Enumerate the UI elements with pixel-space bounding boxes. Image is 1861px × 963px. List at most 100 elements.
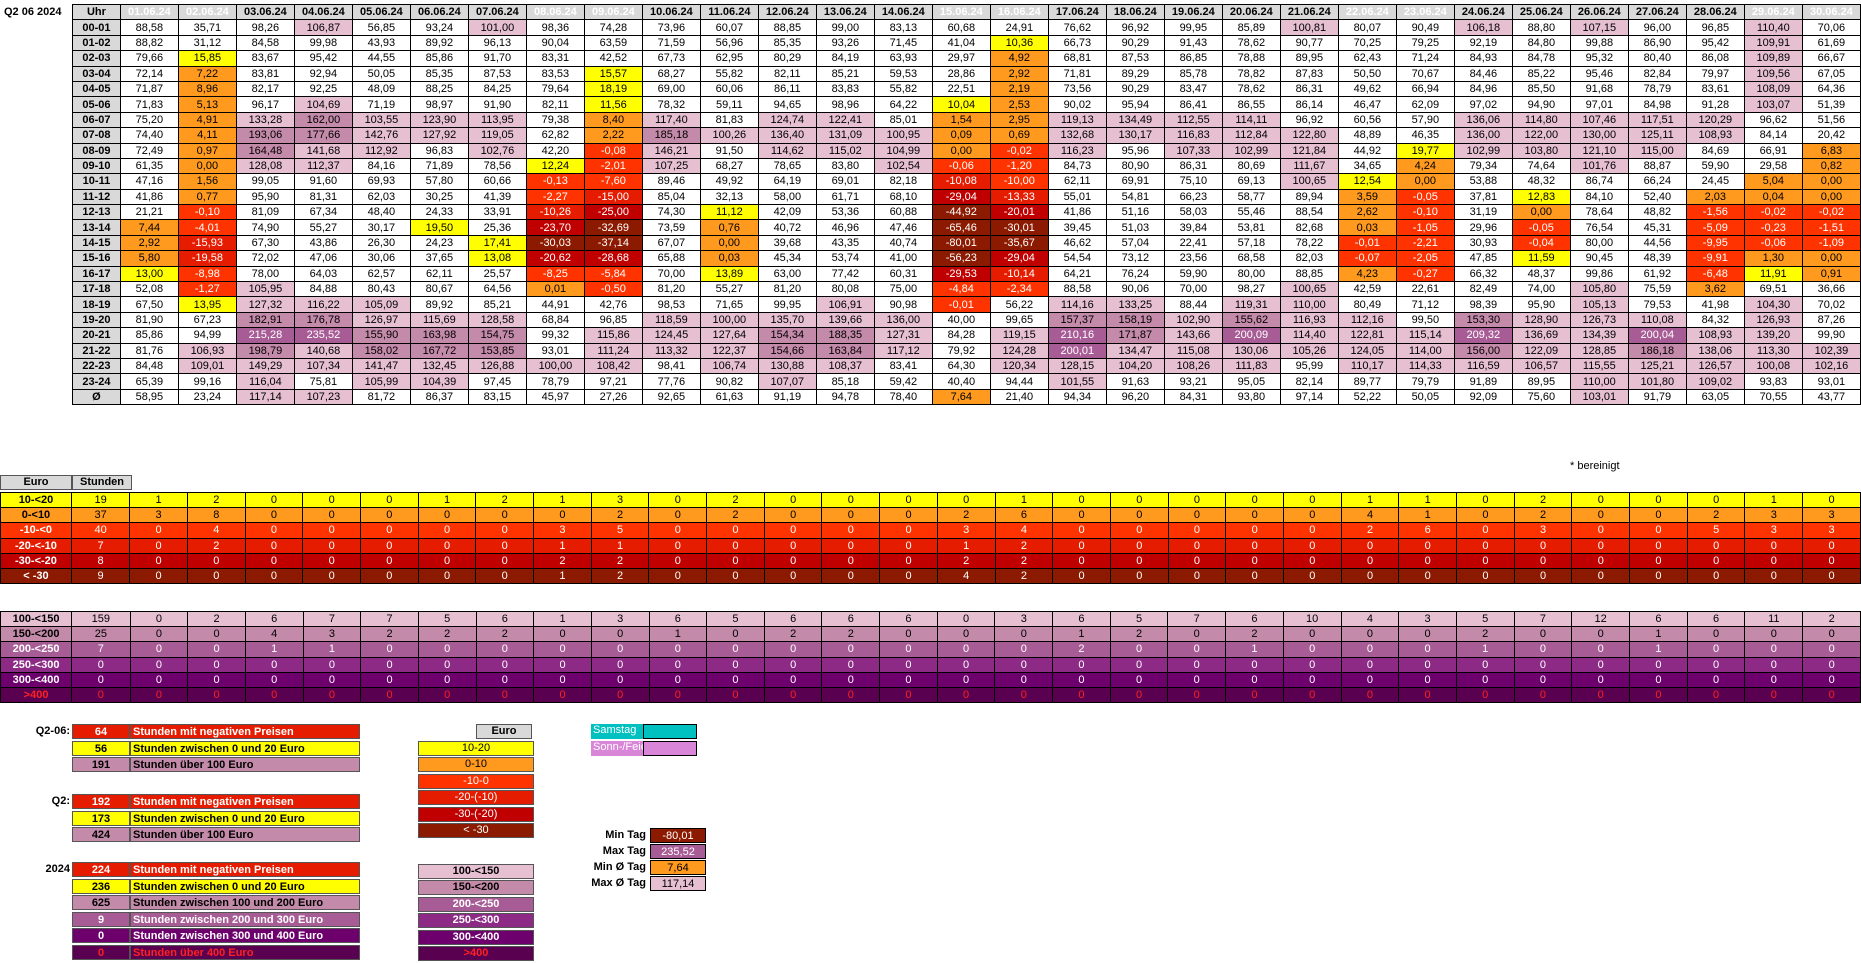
price-cell: 71,59 xyxy=(641,34,701,52)
summary-text: Stunden mit negativen Preisen xyxy=(130,724,360,739)
price-cell: 71,65 xyxy=(699,296,759,313)
count-cell: 0 xyxy=(821,567,881,585)
count-range-label: 250-<300 xyxy=(0,656,73,673)
price-cell: 215,28 xyxy=(235,327,295,344)
count-cell: 12 xyxy=(1571,610,1631,628)
price-cell: 2,62 xyxy=(1337,204,1397,221)
count-cell: 2 xyxy=(590,567,650,585)
count-cell: 0 xyxy=(1167,656,1227,673)
bereinigt-note: * bereinigt xyxy=(1570,460,1620,472)
price-cell: 95,90 xyxy=(235,188,295,206)
summary-row: 0 Stunden zwischen 300 und 400 Euro xyxy=(72,928,360,943)
count-cell: 0 xyxy=(648,552,708,569)
count-cell: 7 xyxy=(1513,610,1573,628)
legend-low-item: 0-10 xyxy=(418,757,534,772)
count-cell: 0 xyxy=(187,686,246,704)
price-cell: 128,85 xyxy=(1569,342,1629,359)
count-cell: 3 xyxy=(936,522,996,539)
price-cell: 89,29 xyxy=(1105,65,1165,82)
price-cell: 106,87 xyxy=(293,19,353,36)
price-cell: 111,83 xyxy=(1221,357,1281,375)
count-total: 8 xyxy=(70,552,131,569)
price-cell: 164,48 xyxy=(235,142,295,159)
count-total: 7 xyxy=(70,537,131,554)
price-cell: 55,82 xyxy=(873,80,933,98)
price-cell: 69,93 xyxy=(351,173,411,190)
price-cell: 182,91 xyxy=(235,311,295,329)
date-header: 11.06.24 xyxy=(699,3,759,21)
count-cell: 0 xyxy=(1744,686,1804,704)
count-range-label: 300-<400 xyxy=(0,671,73,688)
price-cell: 49,62 xyxy=(1337,80,1397,98)
price-cell: 19,50 xyxy=(409,219,469,236)
summary-value: 64 xyxy=(72,724,130,739)
count-cell: 1 xyxy=(533,537,592,554)
date-header: 09.06.24 xyxy=(583,3,643,21)
price-cell: 158,19 xyxy=(1105,311,1165,329)
price-cell: 110,40 xyxy=(1743,19,1803,36)
legend-high-item: 200-<250 xyxy=(418,896,534,912)
price-cell: 57,80 xyxy=(409,173,469,190)
count-cell: 0 xyxy=(1052,552,1111,569)
price-cell: 130,00 xyxy=(1569,127,1629,144)
count-cell: 0 xyxy=(1686,671,1746,688)
price-cell: 102,99 xyxy=(1453,142,1513,159)
price-cell: 47,46 xyxy=(873,219,933,236)
price-cell: 101,55 xyxy=(1047,373,1107,390)
price-cell: 105,99 xyxy=(351,373,411,390)
price-cell: 4,91 xyxy=(177,111,237,129)
count-cell: 0 xyxy=(994,686,1054,704)
price-cell: -35,67 xyxy=(989,234,1049,252)
price-cell: 110,00 xyxy=(1279,296,1339,313)
count-cell: 0 xyxy=(1802,537,1861,554)
count-cell: 2 xyxy=(186,491,246,509)
price-cell: 0,69 xyxy=(989,127,1049,144)
count-range-label: 10-<20 xyxy=(0,491,72,509)
price-cell: 62,09 xyxy=(1395,96,1455,113)
count-cell: 0 xyxy=(936,626,996,643)
count-cell: 0 xyxy=(244,522,304,539)
price-cell: -15,00 xyxy=(583,188,643,206)
count-cell: 0 xyxy=(763,686,823,704)
price-cell: -0,10 xyxy=(1395,204,1455,221)
count-cell: 0 xyxy=(1167,491,1227,509)
count-cell: 0 xyxy=(417,507,477,524)
count-cell: 0 xyxy=(129,641,189,658)
count-header-stunden: Stunden xyxy=(72,475,132,490)
price-cell: 85,21 xyxy=(467,296,527,313)
price-cell: 31,19 xyxy=(1453,204,1513,221)
price-cell: -0,02 xyxy=(1801,204,1861,221)
count-cell: 0 xyxy=(1629,686,1688,704)
price-cell: 71,89 xyxy=(409,157,469,175)
price-cell: 67,07 xyxy=(641,234,701,252)
price-cell: 32,13 xyxy=(699,188,759,206)
avg-cell: 45,97 xyxy=(525,388,585,406)
count-header: Euro Stunden xyxy=(0,475,132,490)
summary-row: 173 Stunden zwischen 0 und 20 Euro xyxy=(72,810,360,826)
price-cell: 34,65 xyxy=(1337,157,1397,175)
count-cell: 0 xyxy=(1744,641,1804,658)
price-cell: 92,19 xyxy=(1453,34,1513,52)
count-cell: 5 xyxy=(590,522,650,539)
avg-cell: 91,19 xyxy=(757,388,817,406)
price-cell: 80,69 xyxy=(1221,157,1281,175)
price-cell: 171,87 xyxy=(1105,327,1165,344)
price-cell: -9,95 xyxy=(1685,234,1745,252)
count-cell: 0 xyxy=(244,686,304,704)
summary-text: Stunden zwischen 100 und 200 Euro xyxy=(130,895,360,910)
count-cell: 0 xyxy=(1513,567,1573,585)
price-cell: 57,04 xyxy=(1105,234,1165,252)
count-range-label: -10-<0 xyxy=(0,522,72,539)
price-cell: 136,06 xyxy=(1453,111,1513,129)
price-cell: 23,56 xyxy=(1163,250,1223,267)
price-cell: 117,12 xyxy=(873,342,933,359)
price-cell: 25,57 xyxy=(467,265,527,283)
price-cell: 79,66 xyxy=(119,50,179,67)
count-cell: 6 xyxy=(1686,610,1746,628)
count-cell: 4 xyxy=(1340,610,1400,628)
count-cell: 0 xyxy=(359,507,419,524)
price-cell: 48,37 xyxy=(1511,265,1571,283)
price-cell: 18,19 xyxy=(583,80,643,98)
price-cell: 153,30 xyxy=(1453,311,1513,329)
price-cell: 51,16 xyxy=(1105,204,1165,221)
